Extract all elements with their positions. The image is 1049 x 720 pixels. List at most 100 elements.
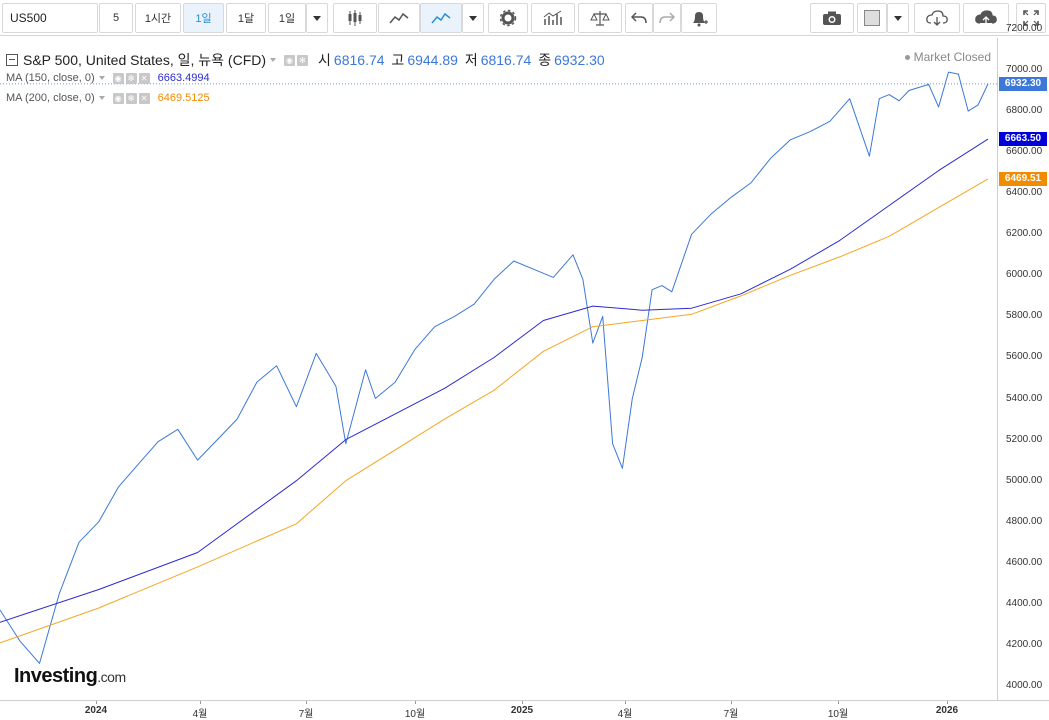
ma200-line [0,178,989,644]
settings-button[interactable] [488,3,528,33]
area-chart-button[interactable] [378,3,420,33]
price-chart-svg[interactable] [0,38,997,700]
candlestick-button[interactable] [333,3,377,33]
time-tick-label: 2024 [84,705,108,716]
redo-icon [659,12,675,24]
close-icon[interactable]: ✕ [138,72,150,84]
ma150-badge: 6663.50 [999,132,1047,147]
time-tick-mark [96,701,97,704]
chart-type-dropdown[interactable] [462,3,484,33]
color-picker-button[interactable] [857,3,887,33]
interval-menu-button[interactable]: 1일 [268,3,306,33]
legend-ma200[interactable]: MA (200, close, 0) ◉ ✻ ✕ 6469.5125 [6,92,210,104]
price-tick-label: 4000.00 [1006,680,1043,691]
price-tick-label: 6800.00 [1006,105,1043,117]
candlestick-icon [348,10,362,26]
ma200-value: 6469.5125 [157,92,210,104]
eye-icon[interactable]: ◉ [112,92,124,104]
collapse-legend-icon[interactable] [6,54,18,66]
redo-button[interactable] [653,3,681,33]
market-status: Market Closed [904,50,991,64]
price-tick-label: 6200.00 [1006,228,1043,240]
price-tick-label: 6400.00 [1006,187,1043,199]
fullscreen-button[interactable] [1016,3,1046,33]
area-chart-icon [389,12,409,24]
cloud-upload-icon [975,10,997,25]
high-label: 고 [391,52,405,68]
price-tick-label: 7000.00 [1006,64,1043,75]
chevron-down-icon [313,15,321,21]
legend-title: S&P 500, United States, 일, 뉴욕 (CFD) [23,52,267,68]
time-tick-mark [838,701,839,704]
gear-icon[interactable]: ✻ [125,92,137,104]
chevron-down-icon[interactable] [98,76,105,80]
chevron-down-icon[interactable] [98,96,105,100]
compare-scale-icon [590,11,610,26]
gear-icon[interactable]: ✻ [125,72,137,84]
logo-suffix: .com [97,669,126,685]
time-tick-label: 7월 [298,709,314,720]
low-value: 6816.74 [480,52,532,68]
screenshot-button[interactable] [810,3,854,33]
time-tick-label: 4월 [192,709,208,720]
interval-1mo-button[interactable]: 1달 [226,3,266,33]
price-tick-label: 5000.00 [1006,474,1043,486]
camera-icon [823,11,841,25]
color-dropdown[interactable] [887,3,909,33]
gear-icon[interactable]: ✻ [297,54,309,66]
status-dot-icon [904,55,910,61]
open-label: 시 [318,52,331,68]
compare-button[interactable] [578,3,622,33]
color-box-icon [864,10,880,26]
interval-1d-button[interactable]: 1일 [183,3,224,33]
close-label: 종 [538,52,552,68]
price-axis[interactable]: 7200.00 7000.00 6800.00 6600.00 6400.00 6200.… [997,23,1049,700]
alert-button[interactable] [681,3,717,33]
chevron-down-icon [469,15,477,21]
time-tick-label: 7월 [723,709,739,720]
close-value: 6932.30 [554,52,605,68]
undo-button[interactable] [625,3,653,33]
ma200-badge: 6469.51 [999,171,1047,186]
interval-5-button[interactable]: 5 [99,3,133,33]
legend-ma150[interactable]: MA (150, close, 0) ◉ ✻ ✕ 6663.4994 [6,72,210,84]
time-tick-mark [522,701,523,704]
price-tick-label: 7200.00 [1006,22,1043,34]
price-tick-label: 5800.00 [1006,310,1043,322]
fullscreen-icon [1023,10,1039,26]
load-chart-button[interactable] [914,3,960,33]
ohlc-values: 시 6816.74 고 6944.89 저 6816.74 종 6932.30 [318,50,608,70]
price-tick-label: 4200.00 [1006,638,1043,650]
high-value: 6944.89 [407,52,458,68]
price-tick-label: 4400.00 [1006,597,1043,609]
ma150-label: MA (150, close, 0) [6,72,95,84]
time-tick-mark [415,701,416,704]
time-tick-label: 4월 [617,709,633,720]
open-value: 6816.74 [333,52,385,68]
symbol-input[interactable]: US500 [2,3,98,33]
price-line [0,71,989,664]
close-icon[interactable]: ✕ [138,92,150,104]
price-tick-label: 4600.00 [1006,556,1043,568]
time-axis[interactable]: 2024 4월 7월 10월 2025 4월 7월 10월 2026 [0,700,1049,720]
gear-icon [499,9,517,27]
eye-icon[interactable]: ◉ [284,54,296,66]
interval-dropdown[interactable] [306,3,328,33]
market-status-text: Market Closed [913,50,991,64]
time-tick-mark [731,701,732,704]
undo-icon [631,12,647,24]
indicators-icon [543,10,562,25]
interval-1h-button[interactable]: 1시간 [135,3,181,33]
save-chart-button[interactable] [963,3,1009,33]
price-tick-label: 5400.00 [1006,392,1043,404]
cloud-download-icon [926,10,948,26]
time-tick-mark [947,701,948,704]
chart-pane[interactable]: S&P 500, United States, 일, 뉴욕 (CFD) ◉ ✻ … [0,38,997,700]
line-chart-button[interactable] [420,3,462,33]
eye-icon[interactable]: ◉ [112,72,124,84]
ma150-line [0,138,989,623]
time-tick-mark [625,701,626,704]
legend-main: S&P 500, United States, 일, 뉴욕 (CFD) ◉ ✻ … [6,50,608,70]
indicators-button[interactable] [531,3,575,33]
chevron-down-icon[interactable] [270,58,277,62]
